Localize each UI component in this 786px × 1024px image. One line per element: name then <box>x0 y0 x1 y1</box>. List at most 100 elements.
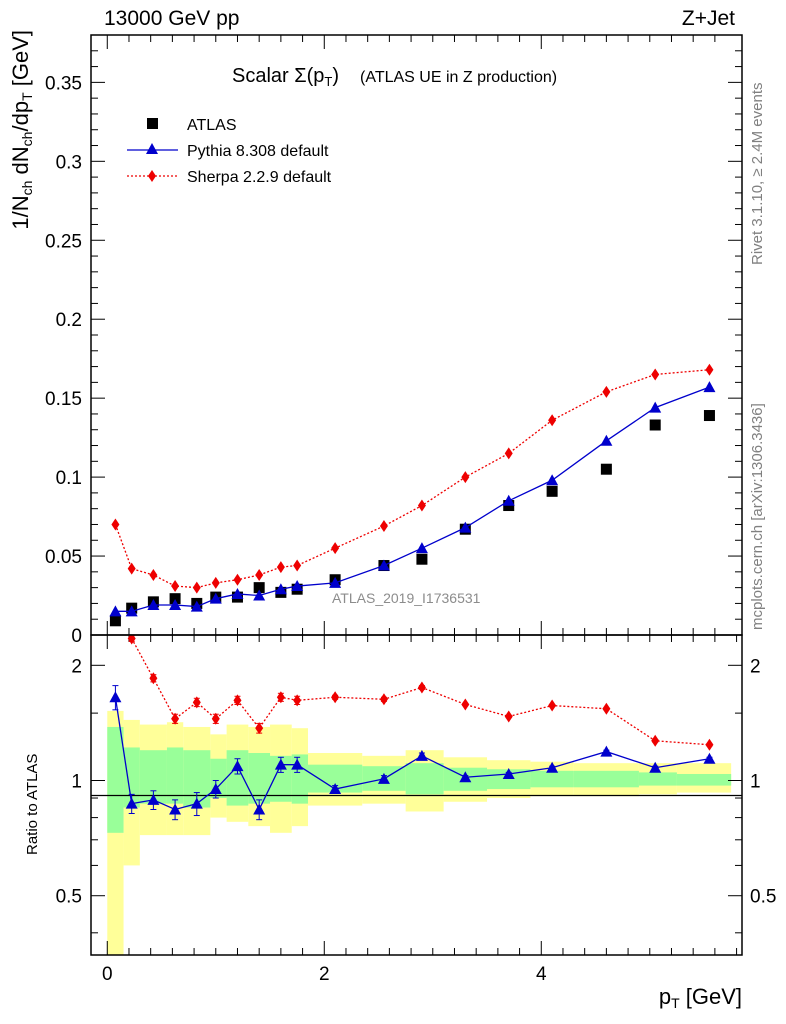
legend-sherpa-label: Sherpa 2.2.9 default <box>187 169 332 186</box>
ratio-y-tick-label-right: 2 <box>750 656 761 677</box>
main-y-tick-label: 0.25 <box>45 231 82 252</box>
data-point <box>276 561 285 574</box>
data-point <box>459 521 472 533</box>
data-point <box>546 485 558 497</box>
data-point <box>233 573 242 586</box>
stat-uncertainty-band <box>166 747 184 804</box>
data-point <box>416 553 428 565</box>
data-point <box>504 447 513 460</box>
ratio-series-pythia-8-308-default <box>109 685 716 821</box>
data-point <box>291 580 304 592</box>
data-point <box>703 410 715 422</box>
ratio-point <box>291 758 304 770</box>
ratio-point <box>190 797 203 809</box>
ratio-point <box>649 761 662 773</box>
ratio-y-tick-label-right: 1 <box>750 772 761 793</box>
stat-uncertainty-band <box>530 770 574 788</box>
ratio-point <box>600 745 613 757</box>
series-line <box>114 369 710 589</box>
ratio-point <box>233 694 242 707</box>
ratio-point <box>461 698 470 711</box>
main-y-tick-label: 0.3 <box>56 152 82 173</box>
data-point <box>600 463 612 475</box>
ratio-point <box>651 734 660 747</box>
ratio-point <box>171 712 180 725</box>
data-point <box>377 559 390 571</box>
ratio-point <box>276 691 285 704</box>
plot-title-suffix: (ATLAS UE in Z production) <box>360 69 557 86</box>
ratio-y-tick-label: 2 <box>71 656 82 677</box>
ratio-point <box>379 693 388 706</box>
stat-uncertainty-band <box>291 754 308 804</box>
main-y-tick-label: 0.2 <box>56 310 82 331</box>
ratio-point <box>274 758 287 770</box>
data-point <box>548 414 557 427</box>
data-point <box>293 559 302 572</box>
series-pythia-8-308-default <box>109 381 716 617</box>
stat-uncertainty-band <box>573 770 639 788</box>
ratio-point <box>331 691 340 704</box>
data-point <box>253 589 266 601</box>
ratio-point <box>703 752 716 764</box>
ratio-point <box>149 672 158 685</box>
ratio-point <box>415 749 428 761</box>
stat-uncertainty-band <box>107 726 124 833</box>
ratio-point <box>253 803 266 815</box>
data-point <box>211 576 220 589</box>
ratio-series <box>109 635 716 821</box>
main-y-tick-label: 0 <box>71 626 82 647</box>
series-sherpa-2-2-9-default <box>111 363 714 594</box>
x-axis-label: pT [GeV] <box>659 984 742 1011</box>
legend-sherpa-marker <box>148 170 156 182</box>
data-point <box>649 419 661 431</box>
data-point <box>274 583 287 595</box>
x-tick-label: 4 <box>536 964 547 985</box>
data-point <box>705 363 714 376</box>
stat-uncertainty-band <box>638 772 677 786</box>
data-point <box>231 587 244 599</box>
stat-uncertainty-band <box>405 763 444 795</box>
main-y-tick-label: 0.15 <box>45 389 82 410</box>
ratio-panel: 0.5 0.5 1 1 2 2 0 2 4 Ratio to ATLAS pT [GeV] <box>24 634 776 1011</box>
data-point <box>111 518 120 531</box>
data-point <box>127 562 136 575</box>
data-point <box>649 401 662 413</box>
data-point <box>253 582 265 594</box>
ratio-ticks: 0.5 0.5 1 1 2 2 0 2 4 <box>56 635 776 985</box>
ratio-point <box>504 710 513 723</box>
mcplots-reference-label: mcplots.cern.ch [arXiv:1306.3436] <box>749 403 766 630</box>
main-y-tick-label: 0.35 <box>45 73 82 94</box>
data-point <box>417 499 426 512</box>
ratio-point <box>169 803 182 815</box>
data-point <box>149 569 158 581</box>
ratio-point <box>231 760 244 772</box>
main-y-ticks: 0 0.05 0.1 0.15 0.2 0.25 0.3 0.35 <box>45 35 742 647</box>
data-point <box>502 494 515 506</box>
data-point <box>209 592 222 604</box>
ratio-point <box>548 699 557 712</box>
main-panel: 0 0.05 0.1 0.15 0.2 0.25 0.3 0.35 1/Nch dNch/dp… <box>8 30 743 647</box>
main-y-axis-label: 1/Nch dNch/dpT [GeV] <box>8 30 35 230</box>
ratio-point <box>459 771 472 783</box>
ratio-point <box>377 772 390 784</box>
legend-pythia-marker <box>146 143 158 154</box>
ratio-y-tick-label: 0.5 <box>56 887 82 908</box>
main-y-tick-label: 0.05 <box>45 547 82 568</box>
ratio-point <box>147 793 160 805</box>
data-point <box>169 593 181 605</box>
legend-atlas-label: ATLAS <box>187 117 237 134</box>
ratio-point <box>329 783 342 795</box>
ratio-point <box>705 738 714 751</box>
process-label: Z+Jet <box>682 7 735 30</box>
ratio-point <box>255 722 264 735</box>
stat-uncertainty-band <box>123 747 140 808</box>
ratio-frame <box>90 634 743 956</box>
energy-label: 13000 GeV pp <box>104 7 239 30</box>
ratio-point <box>293 694 302 707</box>
ratio-point <box>211 712 220 725</box>
data-point <box>329 576 342 588</box>
legend-atlas-marker <box>147 118 158 129</box>
stat-uncertainty-band <box>248 753 271 804</box>
rivet-version-label: Rivet 3.1.10, ≥ 2.4M events <box>749 83 766 266</box>
